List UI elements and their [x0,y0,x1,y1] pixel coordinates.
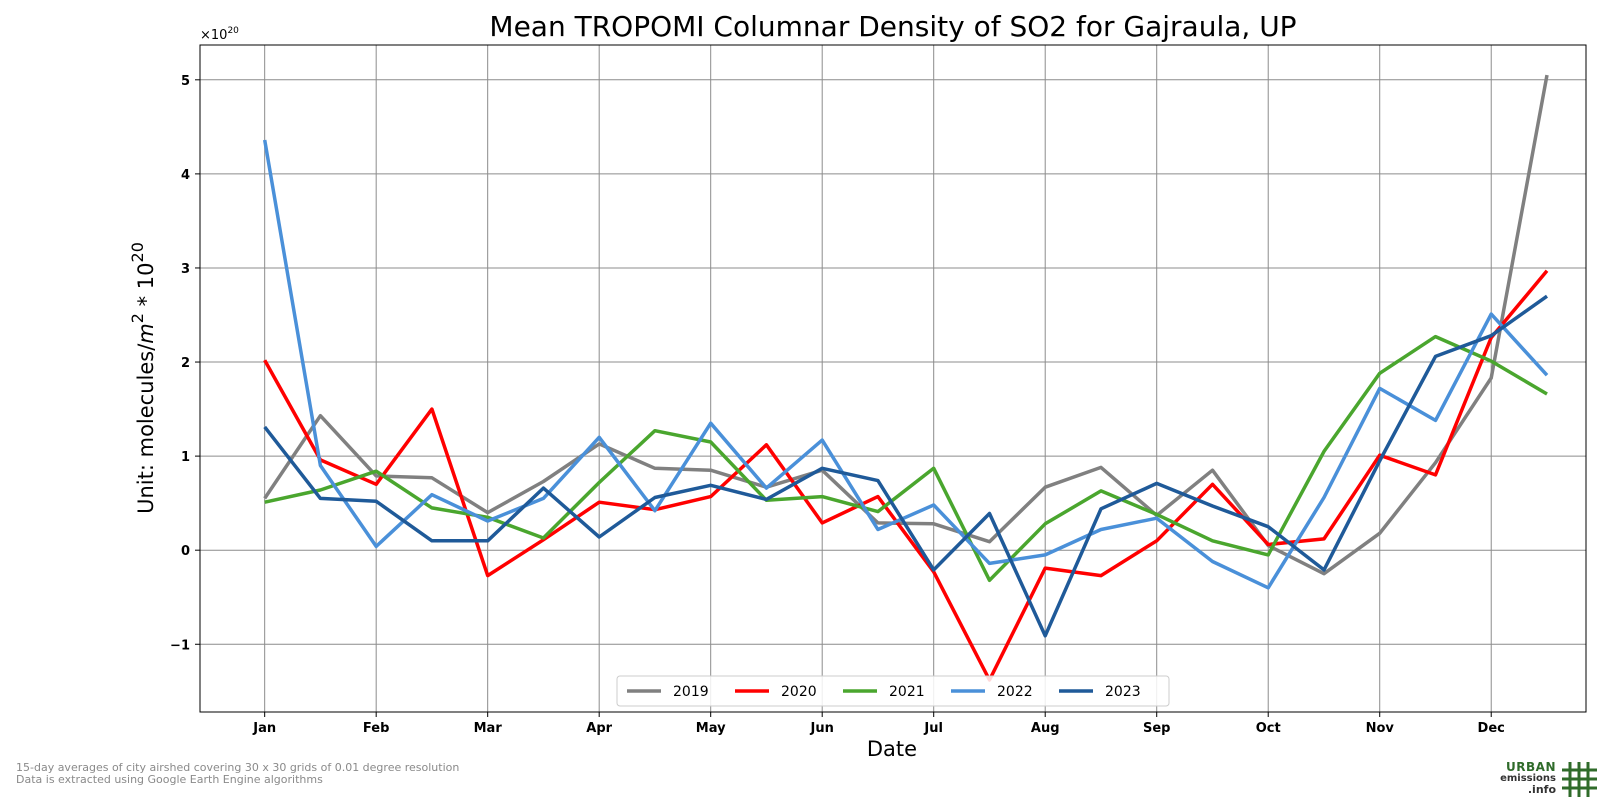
legend-label-2023: 2023 [1105,684,1141,700]
y-axis-label-prefix: Unit: molecules/ [134,343,158,514]
logo-line-1: URBAN [1506,760,1556,774]
series-line-2020 [263,269,1549,682]
y-axis-label-sup2: 20 [128,242,147,262]
x-tick-label: Feb [363,721,389,736]
logo-line-2: emissions [1500,773,1556,784]
x-tick-label: Jun [810,721,834,736]
footnote-line-1: 15-day averages of city airshed covering… [16,761,460,774]
legend-label-2021: 2021 [889,684,925,700]
series-line-2019 [263,74,1549,576]
x-tick-label: Dec [1478,721,1505,736]
y-tick-label: 4 [181,168,190,183]
y-tick-label: 5 [181,74,190,89]
axes-frame [199,44,1587,713]
legend-label-2022: 2022 [997,684,1033,700]
x-tick-label: Aug [1031,721,1060,736]
grid-hash-icon [1562,762,1597,797]
legend-box [616,675,1170,707]
y-tick-label: 2 [181,356,190,371]
x-tick-label: Sep [1143,721,1171,736]
y-tick-label: −1 [170,638,190,653]
x-tick-label: Oct [1256,721,1281,736]
offset-exponent: 20 [227,26,239,36]
footnote-line-2: Data is extracted using Google Earth Eng… [16,773,323,786]
logo-line-3: .info [1527,783,1556,796]
offset-base: ×10 [200,28,227,43]
y-tick-label: 1 [181,450,190,465]
legend-label-2019: 2019 [673,684,709,700]
x-tick-label: May [696,721,726,736]
y-tick-label: 3 [181,262,190,277]
x-axis-label: Date [867,737,917,761]
urban-emissions-logo: URBAN emissions .info [1498,760,1598,798]
x-tick-label: Apr [586,721,612,736]
x-tick-label: Mar [474,721,503,736]
series-line-2022 [262,139,1549,590]
y-axis-label-sup1: 2 [128,313,147,323]
legend-label-2020: 2020 [781,684,817,700]
series-line-2023 [263,294,1549,638]
x-tick-label: Nov [1366,721,1395,736]
series-line-2021 [264,334,1548,583]
chart-title: Mean TROPOMI Columnar Density of SO2 for… [489,10,1296,43]
y-axis-label-unit: m [134,323,158,343]
y-tick-label: 0 [181,544,190,559]
x-tick-label: Jul [923,721,943,736]
y-axis-label-mid: * 10 [134,262,158,313]
plot-area: Jan Feb Mar Apr May Jun Jul Aug Sep Oct Nov Dec −1 0 1… [170,44,1587,736]
footnote: 15-day averages of city airshed covering… [16,762,459,786]
x-tick-label: Jan [252,721,276,736]
legend: 2019 2020 2021 2022 2023 [616,675,1170,707]
y-axis-label: Unit: molecules/m2 * 1020 [128,242,158,514]
y-axis-offset-label: ×1020 [200,26,239,43]
logo-wordmark: URBAN emissions .info [1500,760,1556,796]
